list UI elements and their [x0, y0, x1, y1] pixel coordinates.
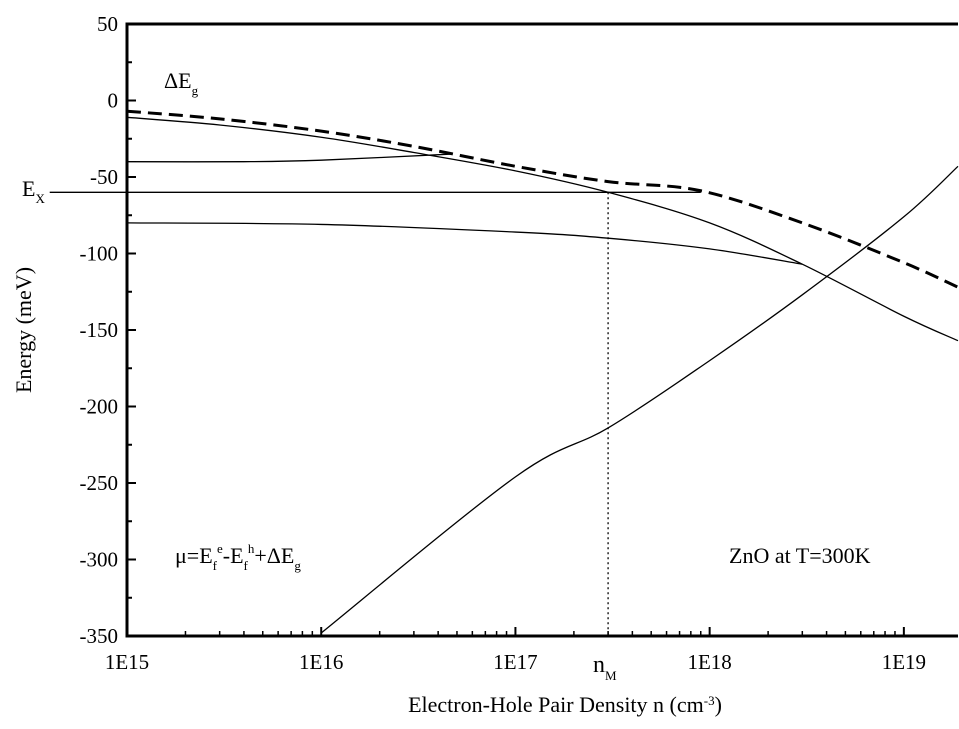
- y-tick-label: 0: [108, 89, 119, 113]
- x-tick-label: 1E17: [493, 650, 537, 674]
- curves: [49, 109, 959, 636]
- series-line-4: [320, 165, 959, 634]
- y-tick-label: -100: [80, 242, 119, 266]
- series-line-0: [126, 109, 959, 289]
- x-tick-label: 1E19: [882, 650, 926, 674]
- x-tick-label: 1E15: [105, 650, 149, 674]
- x-axis-label: Electron-Hole Pair Density n (cm-3): [408, 692, 722, 717]
- material-temperature-label: ZnO at T=300K: [729, 543, 871, 568]
- x-tick-label: 1E18: [687, 650, 731, 674]
- y-tick-label: -200: [80, 395, 119, 419]
- series-line-1: [126, 116, 959, 342]
- y-tick-label: -350: [80, 624, 119, 648]
- mu-equation-label: μ=Efe-Efh+ΔEg: [175, 541, 301, 573]
- series-line-3: [126, 222, 803, 265]
- y-tick-label: -300: [80, 548, 119, 572]
- y-tick-label: 50: [97, 12, 118, 36]
- y-tick-label: -150: [80, 318, 119, 342]
- nm-label: nM: [593, 652, 617, 683]
- y-tick-label: -50: [90, 165, 118, 189]
- y-axis-label: Energy (meV): [11, 267, 36, 393]
- y-tick-label: -250: [80, 471, 119, 495]
- delta-eg-label: ΔEg: [164, 68, 199, 98]
- ex-label: EX: [22, 176, 45, 206]
- x-tick-label: 1E16: [299, 650, 343, 674]
- series-line-2: [126, 153, 452, 163]
